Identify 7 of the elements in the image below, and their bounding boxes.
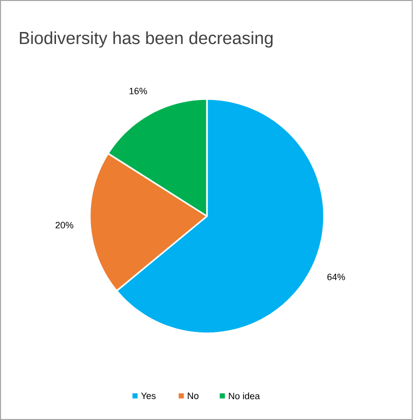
legend-label: No — [188, 392, 199, 400]
chart-title: Biodiversity has been decreasing — [20, 31, 273, 48]
legend-label: Yes — [141, 392, 156, 400]
legend-label: No idea — [229, 392, 260, 400]
data-label: 16% — [130, 88, 148, 94]
data-label: 64% — [327, 274, 346, 280]
data-label: 20% — [56, 222, 74, 228]
